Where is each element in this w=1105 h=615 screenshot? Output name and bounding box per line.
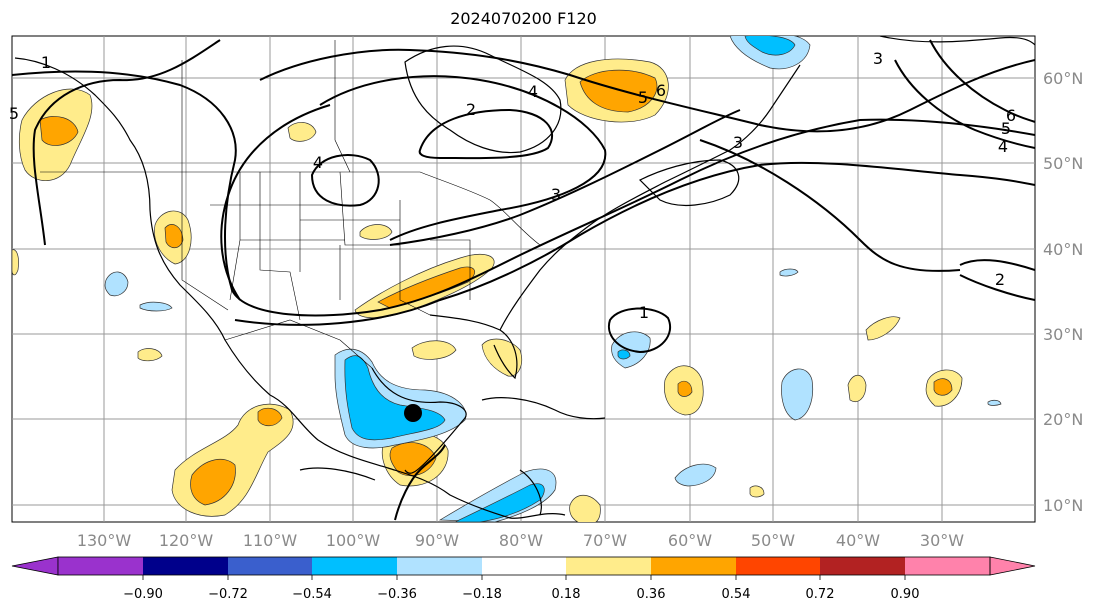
lat-label: 30°N	[1043, 325, 1083, 344]
colorbar-swatch	[736, 557, 820, 575]
contour-label-4a: 4	[313, 153, 323, 172]
contour-label-6b: 6	[1006, 106, 1016, 125]
contour-label-5c: 5	[9, 104, 19, 123]
geopotential-contours	[12, 39, 1035, 521]
lon-label: 110°W	[243, 531, 298, 550]
lat-label: 50°N	[1043, 154, 1083, 173]
colorbar-tick-label: −0.18	[462, 587, 502, 602]
lon-label: 100°W	[326, 531, 381, 550]
lat-label: 40°N	[1043, 240, 1083, 259]
storm-center-marker	[404, 404, 422, 422]
colorbar-extend-high	[989, 556, 1036, 576]
map-title: 2024070200 F120	[450, 9, 597, 28]
lon-label: 130°W	[77, 531, 132, 550]
graticule	[12, 36, 1035, 522]
colorbar-ticks	[142, 575, 906, 580]
contour-label-1b: 1	[639, 303, 649, 322]
contour-label-4b: 4	[528, 82, 538, 101]
contour-labels: 1 1 2 2 3 3 3 4 4 4 5 5 5 6 6	[9, 49, 1016, 322]
colorbar-swatch	[228, 557, 312, 575]
colorbar-swatch	[820, 557, 905, 575]
colorbar-tick-label: 0.90	[891, 587, 920, 602]
colorbar-swatch	[905, 557, 990, 575]
lon-label: 60°W	[668, 531, 712, 550]
colorbar-tick-label: −0.90	[123, 587, 163, 602]
colorbar-tick-label: −0.72	[208, 587, 248, 602]
contour-label-3b: 3	[733, 133, 743, 152]
colorbar-swatch	[397, 557, 482, 575]
colorbar-swatch	[143, 557, 228, 575]
contour-label-6a: 6	[656, 81, 666, 100]
colorbar-extend-low	[11, 556, 59, 576]
lon-label: 120°W	[159, 531, 214, 550]
lon-label: 90°W	[415, 531, 459, 550]
colorbar: −0.90 −0.72 −0.54 −0.36 −0.18 0.18 0.36 …	[11, 556, 1036, 602]
contour-label-5a: 5	[638, 88, 648, 107]
contour-label-4c: 4	[998, 137, 1008, 156]
contour-label-1a: 1	[41, 53, 51, 72]
contour-label-3c: 3	[873, 49, 883, 68]
colorbar-tick-label: 0.18	[552, 587, 581, 602]
lat-label: 60°N	[1043, 69, 1083, 88]
contour-label-3a: 3	[551, 185, 561, 204]
colorbar-swatch	[58, 557, 143, 575]
latitude-labels: 60°N 50°N 40°N 30°N 20°N 10°N	[1043, 69, 1083, 515]
lon-label: 30°W	[920, 531, 964, 550]
colorbar-tick-label: 0.72	[806, 587, 835, 602]
colorbar-tick-label: −0.36	[377, 587, 417, 602]
map-frame	[11, 35, 1036, 523]
colorbar-swatch	[651, 557, 736, 575]
colorbar-tick-label: 0.54	[722, 587, 751, 602]
colorbar-swatch	[566, 557, 651, 575]
colorbar-swatch	[482, 557, 566, 575]
lon-label: 70°W	[583, 531, 627, 550]
colorbar-tick-label: −0.54	[292, 587, 332, 602]
contour-label-2a: 2	[466, 100, 476, 119]
colorbar-outline	[57, 556, 991, 576]
lon-label: 40°W	[836, 531, 880, 550]
colorbar-tick-label: 0.36	[637, 587, 666, 602]
lon-label: 80°W	[499, 531, 543, 550]
lat-label: 20°N	[1043, 410, 1083, 429]
longitude-labels: 130°W 120°W 110°W 100°W 90°W 80°W 70°W 6…	[77, 531, 964, 550]
contour-label-5b: 5	[1001, 119, 1011, 138]
coastlines	[14, 36, 1035, 519]
contour-label-2b: 2	[995, 270, 1005, 289]
colorbar-swatch	[312, 557, 397, 575]
lon-label: 50°W	[751, 531, 795, 550]
lat-label: 10°N	[1043, 496, 1083, 515]
